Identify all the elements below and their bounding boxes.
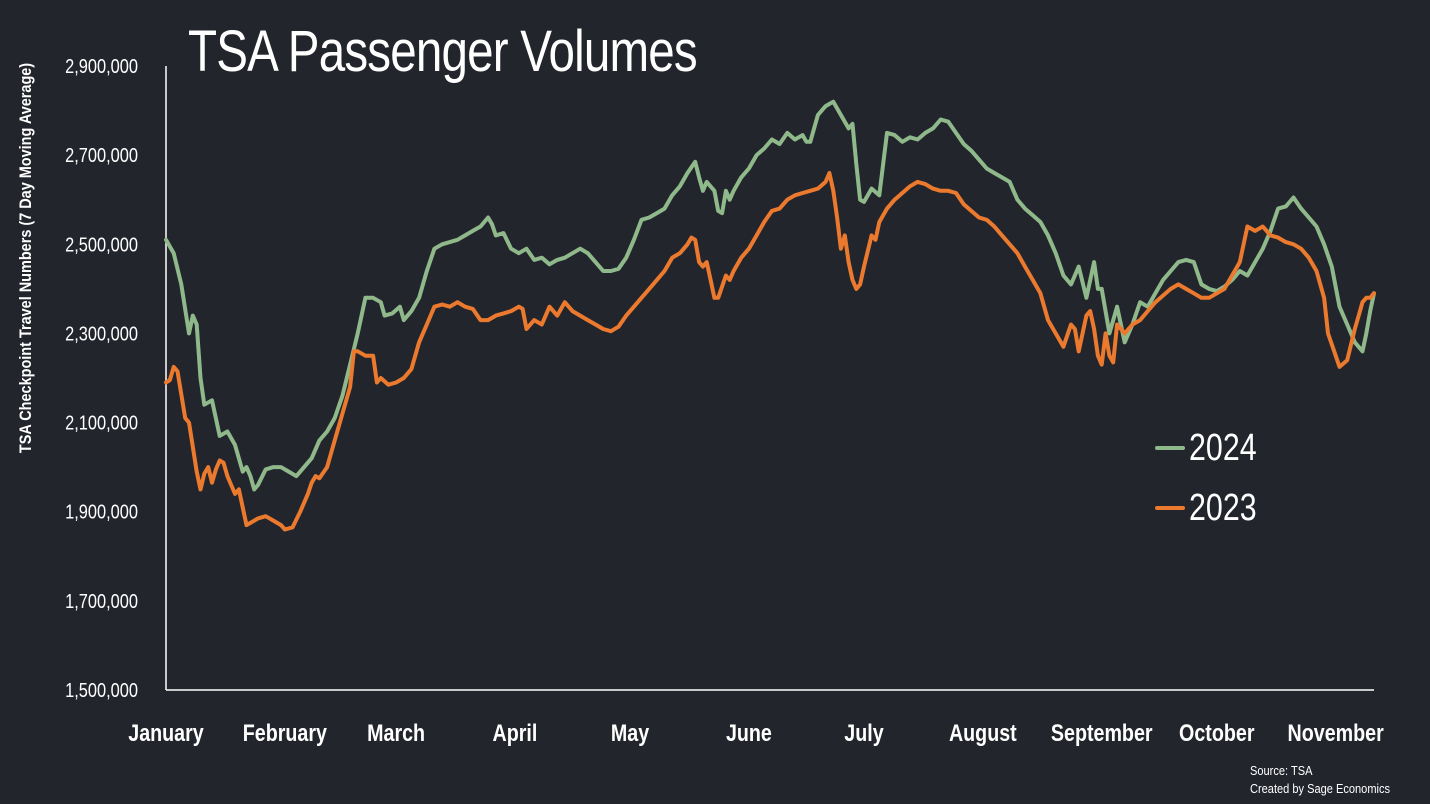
x-tick-label-august: August [949,719,1017,746]
credit-line: Created by Sage Economics [1250,781,1391,796]
y-tick-label: 2,700,000 [65,144,138,167]
legend-item-2023: 2023 [1155,478,1274,538]
y-tick-label: 1,500,000 [65,678,138,701]
series-line-2023 [164,171,1376,532]
source-line: Source: TSA [1250,763,1313,778]
legend-label-2023: 2023 [1189,486,1257,529]
legend-item-2024: 2024 [1155,418,1274,478]
y-tick-label: 2,100,000 [65,411,138,434]
x-tick-label-september: September [1051,719,1153,746]
y-tick-label: 2,300,000 [65,322,138,345]
x-tick-label-may: May [611,719,650,746]
y-axis-label: TSA Checkpoint Travel Numbers (7 Day Mov… [16,62,35,454]
x-tick-label-january: January [128,719,204,746]
x-tick-label-march: March [367,719,425,746]
y-axis-ticks: 1,500,000 1,700,000 1,900,000 2,100,000 2,30… [65,54,138,701]
series-line-2024 [164,99,1376,492]
legend-label-2024: 2024 [1189,426,1257,469]
legend-swatch-2023 [1155,506,1185,510]
x-tick-label-october: October [1179,719,1255,746]
y-tick-label: 1,700,000 [65,589,138,612]
source-note: Source: TSA Created by Sage Economics [1250,762,1390,798]
legend-swatch-2024 [1155,446,1185,450]
x-tick-label-february: February [243,719,328,746]
x-tick-label-april: April [493,719,538,746]
y-tick-label: 2,500,000 [65,233,138,256]
x-tick-label-november: November [1288,719,1385,746]
y-tick-label: 2,900,000 [65,54,138,77]
chart-title: TSA Passenger Volumes [188,19,698,84]
chart-legend: 2024 2023 [1155,418,1274,538]
x-tick-label-july: July [844,719,884,746]
series-lines [164,99,1376,532]
x-axis-ticks: January February March April May June July Augu… [128,719,1384,746]
y-tick-label: 1,900,000 [65,500,138,523]
x-tick-label-june: June [726,719,772,746]
